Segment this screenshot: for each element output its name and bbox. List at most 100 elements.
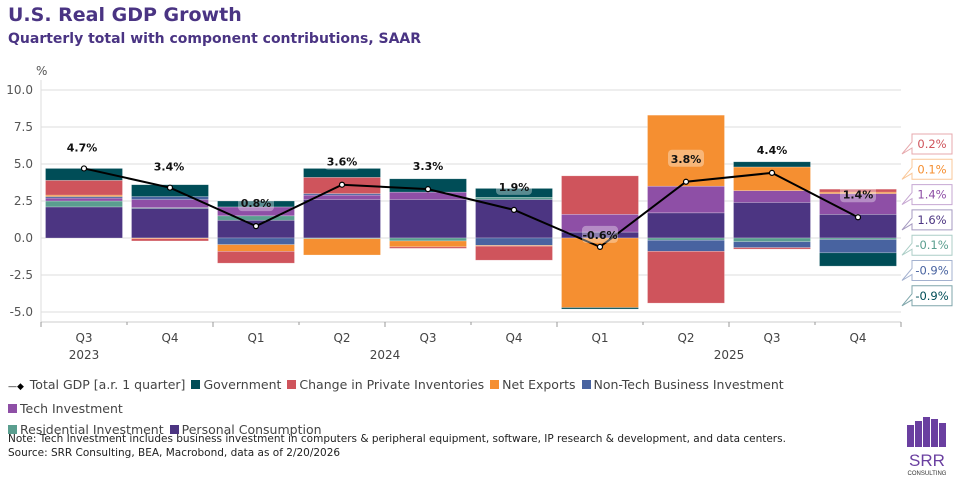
callout-box <box>901 234 953 256</box>
x-year-label: 2023 <box>69 348 100 362</box>
bar-change-in-private-inventories <box>733 247 811 250</box>
bar-personal-consumption <box>303 199 381 239</box>
bar-personal-consumption <box>131 208 209 239</box>
srr-logo: SRR CONSULTING <box>907 417 947 477</box>
last-value-label: 1.4% <box>917 188 946 202</box>
legend-label: Change in Private Inventories <box>299 377 485 392</box>
total-gdp-data-label: 3.4% <box>154 161 185 174</box>
legend-item[interactable]: —◆ Total GDP [a.r. 1 quarter] <box>8 374 185 398</box>
legend-item[interactable]: Net Exports <box>490 374 576 395</box>
total-label-bg <box>64 138 100 156</box>
legend-label: Residential Investment <box>20 422 164 437</box>
last-value-label: 1.6% <box>917 213 946 227</box>
bar-change-in-private-inventories <box>389 246 467 249</box>
legend-item[interactable]: Government <box>191 374 281 395</box>
legend-item[interactable]: Tech Investment <box>8 398 123 419</box>
total-gdp-point <box>424 186 432 193</box>
legend-label: Total GDP [a.r. 1 quarter] <box>29 377 186 392</box>
bar-change-in-private-inventories <box>819 188 897 193</box>
last-value-label: 0.1% <box>917 162 946 176</box>
total-gdp-point <box>768 169 776 176</box>
y-tick-label: 2.5 <box>14 194 33 208</box>
legend-label: Net Exports <box>502 377 576 392</box>
total-gdp-point <box>80 165 88 172</box>
bar-tech-investment <box>45 197 123 202</box>
bar-government <box>303 168 381 178</box>
total-label-bg <box>582 225 618 243</box>
bar-non-tech-business-investment <box>475 237 553 246</box>
last-value-callout: 1.6% <box>901 209 953 231</box>
y-tick-label: 0.0 <box>14 231 33 245</box>
bar-tech-investment <box>733 190 811 203</box>
x-tick-label: Q3 <box>763 331 780 345</box>
total-gdp-point <box>510 206 518 213</box>
bar-tech-investment <box>647 185 725 214</box>
total-gdp-data-label: 3.6% <box>327 156 358 169</box>
total-gdp-point <box>166 184 174 191</box>
total-gdp-data-label: 4.7% <box>67 141 98 154</box>
bar-government <box>819 252 897 267</box>
bar-government <box>561 307 639 310</box>
total-label-bg <box>668 149 704 167</box>
callout-box <box>901 184 953 206</box>
x-tick-label: Q1 <box>247 331 264 345</box>
legend-item[interactable]: Residential Investment <box>8 419 164 440</box>
bar-government <box>475 188 553 198</box>
legend-item[interactable]: Change in Private Inventories <box>287 374 484 395</box>
chart-title: U.S. Real GDP Growth <box>8 4 242 26</box>
bar-net-exports <box>647 114 725 187</box>
legend-label: Non-Tech Business Investment <box>593 377 784 392</box>
total-gdp-point <box>682 178 690 185</box>
total-gdp-data-label: 4.4% <box>757 144 788 157</box>
callout-box <box>901 133 953 155</box>
legend-item[interactable]: Non-Tech Business Investment <box>581 374 784 395</box>
bar-non-tech-business-investment <box>217 237 295 245</box>
bar-government <box>733 161 811 168</box>
legend-line-marker-icon: —◆ <box>8 382 27 392</box>
total-gdp-data-label: 3.3% <box>413 160 444 173</box>
last-value-callout: -0.1% <box>901 234 953 256</box>
total-label-bg <box>754 140 790 158</box>
bar-change-in-private-inventories <box>217 251 295 264</box>
callout-box <box>901 209 953 231</box>
total-label-bg <box>324 152 360 170</box>
total-gdp-data-label: 1.9% <box>499 181 530 194</box>
x-tick-label: Q3 <box>419 331 436 345</box>
y-axis-label: % <box>36 64 47 78</box>
total-gdp-data-label: 3.8% <box>671 153 702 166</box>
legend: —◆ Total GDP [a.r. 1 quarter] Government C… <box>8 374 888 440</box>
bar-residential-investment <box>733 237 811 242</box>
bar-personal-consumption <box>45 206 123 239</box>
bar-non-tech-business-investment <box>647 239 725 252</box>
bar-residential-investment <box>647 237 725 241</box>
total-label-bg <box>496 177 532 195</box>
legend-item[interactable]: Personal Consumption <box>169 419 322 440</box>
total-label-bg <box>151 157 187 175</box>
legend-swatch <box>490 380 500 389</box>
source-text: Source: SRR Consulting, BEA, Macrobond, … <box>8 447 341 459</box>
y-tick-label: -5.0 <box>10 305 33 319</box>
total-gdp-point <box>854 214 862 221</box>
bar-residential-investment <box>389 237 467 242</box>
x-tick-label: Q2 <box>333 331 350 345</box>
total-gdp-point <box>596 243 604 250</box>
last-value-label: 0.2% <box>917 137 946 151</box>
legend-swatch <box>581 380 591 389</box>
legend-label: Government <box>203 377 282 392</box>
gdp-chart: 10.0 7.5 5.0 2.5 0.0 -2.5 -5.0% Q3 Q4 Q1 Q2 Q3 Q4 Q1 Q… <box>6 64 953 362</box>
last-value-callout: 1.4% <box>901 184 953 206</box>
last-value-callout: -0.9% <box>901 260 953 281</box>
legend-swatch <box>191 380 201 389</box>
x-tick-label: Q2 <box>677 331 694 345</box>
total-gdp-data-label: 1.4% <box>843 188 874 201</box>
total-gdp-data-label: -0.6% <box>582 229 617 242</box>
bar-residential-investment <box>217 215 295 221</box>
total-label-bg <box>238 194 274 212</box>
x-tick-label: Q3 <box>75 331 92 345</box>
legend-swatch <box>169 425 179 434</box>
bar-change-in-private-inventories <box>131 238 209 242</box>
y-tick-label: 7.5 <box>14 120 33 134</box>
bar-residential-investment <box>475 197 553 200</box>
last-value-label: -0.9% <box>915 289 948 303</box>
bar-change-in-private-inventories <box>45 179 123 196</box>
